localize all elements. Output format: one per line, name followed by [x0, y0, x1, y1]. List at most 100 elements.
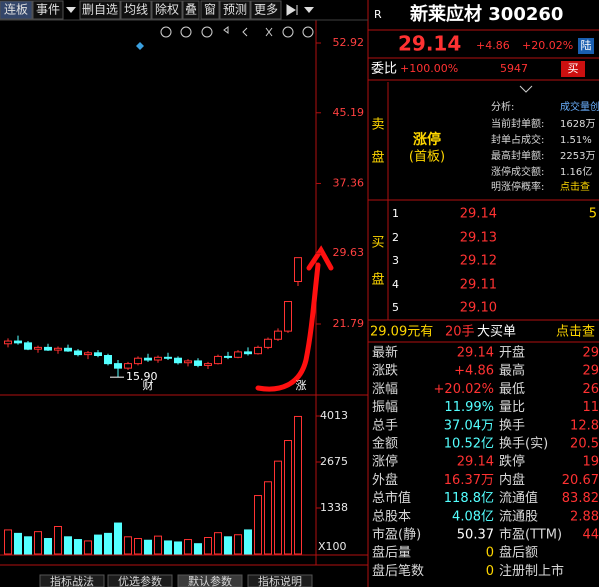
- toolbar-button[interactable]: [151, 0, 183, 20]
- tab-label[interactable]: 默认参数: [188, 574, 232, 587]
- candle-body: [104, 355, 112, 365]
- expand-icon[interactable]: [519, 85, 533, 93]
- stat-label: 金额: [372, 436, 398, 452]
- candle-body: [214, 355, 222, 365]
- stat-label: 涨幅: [372, 382, 398, 397]
- toolbar-button[interactable]: [200, 0, 220, 20]
- stat-value: 83.82: [562, 491, 599, 506]
- stat-value: 0: [486, 564, 494, 579]
- bid-price: 29.12: [460, 254, 497, 269]
- buy-label: 买: [371, 236, 384, 251]
- volume-bar: [204, 536, 212, 555]
- volume-bar: [104, 532, 112, 555]
- volume-bar: [144, 539, 152, 555]
- analysis-label: 封单占成交:: [491, 133, 544, 146]
- analysis-value[interactable]: 点击查: [560, 180, 590, 193]
- stat-value: 44: [582, 528, 599, 543]
- badge-bg: [578, 38, 594, 54]
- toolbar-label[interactable]: 叠: [185, 3, 197, 17]
- stat-label: 盘后量: [372, 545, 411, 561]
- buy-button[interactable]: 买: [568, 62, 579, 75]
- volume-bar: [84, 540, 92, 555]
- toolbar-label[interactable]: 更多: [254, 3, 278, 17]
- volume-bar: [264, 481, 272, 555]
- stat-value: 29: [582, 346, 599, 361]
- bid-level: 5: [392, 301, 399, 314]
- analysis-value: 1.51%: [560, 135, 592, 146]
- buy-label: 盘: [371, 272, 384, 288]
- stat-value: 10.52亿: [444, 437, 494, 452]
- stat-label: 总手: [372, 418, 398, 433]
- stat-label: 换手: [499, 418, 525, 433]
- volume-bar: [274, 460, 282, 555]
- volume-bar: [214, 532, 222, 555]
- toolbar-label[interactable]: 除权: [155, 2, 179, 17]
- stat-value: 118.8亿: [444, 491, 494, 506]
- analysis-value[interactable]: 成交量创历史: [560, 100, 599, 113]
- chart-tools[interactable]: [160, 26, 314, 38]
- stat-value: 19: [582, 455, 599, 470]
- volume-bar: [154, 535, 162, 555]
- toolbar-label[interactable]: 均线: [124, 3, 148, 17]
- stat-label: 内盘: [499, 472, 525, 488]
- volume-bar: [294, 415, 302, 555]
- volume-bar: [4, 529, 12, 555]
- candle-body: [144, 357, 152, 361]
- toolbar-button[interactable]: [120, 0, 152, 20]
- dropdown[interactable]: [304, 7, 314, 13]
- candle-body: [44, 346, 52, 351]
- stat-label: 盘后额: [499, 545, 538, 561]
- stat-value: 20.5: [570, 437, 599, 452]
- stat-value: 37.04万: [444, 418, 494, 433]
- flag: R: [374, 8, 382, 21]
- bid-price: 29.14: [460, 207, 497, 222]
- tab-label[interactable]: 指标说明: [258, 574, 302, 587]
- volume-unit: X100: [318, 540, 347, 553]
- toolbar-button[interactable]: [250, 0, 282, 20]
- sell-label: 卖: [371, 118, 384, 133]
- candle-body: [284, 301, 292, 332]
- toolbar-label[interactable]: 预测: [223, 3, 247, 17]
- change-pct: +20.02%: [522, 39, 573, 52]
- stat-label: 涨跌: [372, 363, 398, 379]
- tab[interactable]: [247, 574, 313, 587]
- stat-label: 市盈(静): [372, 527, 421, 543]
- tab-label[interactable]: 指标战法: [50, 574, 94, 587]
- stock-name: 新莱应材 300260: [410, 3, 563, 25]
- toolbar-label[interactable]: 连板: [4, 2, 28, 17]
- toolbar-button[interactable]: [32, 0, 64, 20]
- bid-level: 2: [392, 231, 399, 244]
- volume-bar: [74, 539, 82, 555]
- toolbar-button[interactable]: [219, 0, 251, 20]
- last-price: 29.14: [398, 32, 461, 56]
- stat-label: 涨停: [372, 454, 398, 470]
- limit-up: 涨停: [413, 131, 441, 148]
- tab[interactable]: [177, 574, 243, 587]
- stat-value: 26: [582, 382, 599, 397]
- toolbar-button[interactable]: [182, 0, 200, 20]
- big-order-link[interactable]: 点击查: [556, 325, 595, 340]
- buy-button-bg[interactable]: [561, 61, 585, 77]
- toolbar-label[interactable]: 事件: [36, 3, 60, 17]
- bid-level: 4: [392, 278, 399, 291]
- tab-label[interactable]: 优选参数: [118, 574, 162, 587]
- candle-body: [184, 360, 192, 364]
- dropdown[interactable]: [66, 7, 76, 13]
- toolbar-button[interactable]: [79, 0, 121, 20]
- volume-bar: [64, 536, 72, 555]
- tab[interactable]: [39, 574, 105, 587]
- stat-label: 最低: [499, 382, 525, 397]
- bid-price: 29.13: [460, 231, 497, 246]
- tab[interactable]: [107, 574, 173, 587]
- toolbar-label[interactable]: 窗: [204, 3, 216, 17]
- change: +4.86: [476, 39, 510, 52]
- toolbar-button[interactable]: [0, 0, 33, 20]
- toolbar-label[interactable]: 删自选: [82, 3, 118, 17]
- play-icon[interactable]: [286, 4, 298, 16]
- weibi: +100.00%: [400, 62, 458, 75]
- candle-body: [204, 363, 212, 366]
- stat-label: 外盘: [372, 472, 398, 488]
- stat-label: 量比: [499, 400, 525, 415]
- candle-body: [54, 347, 62, 351]
